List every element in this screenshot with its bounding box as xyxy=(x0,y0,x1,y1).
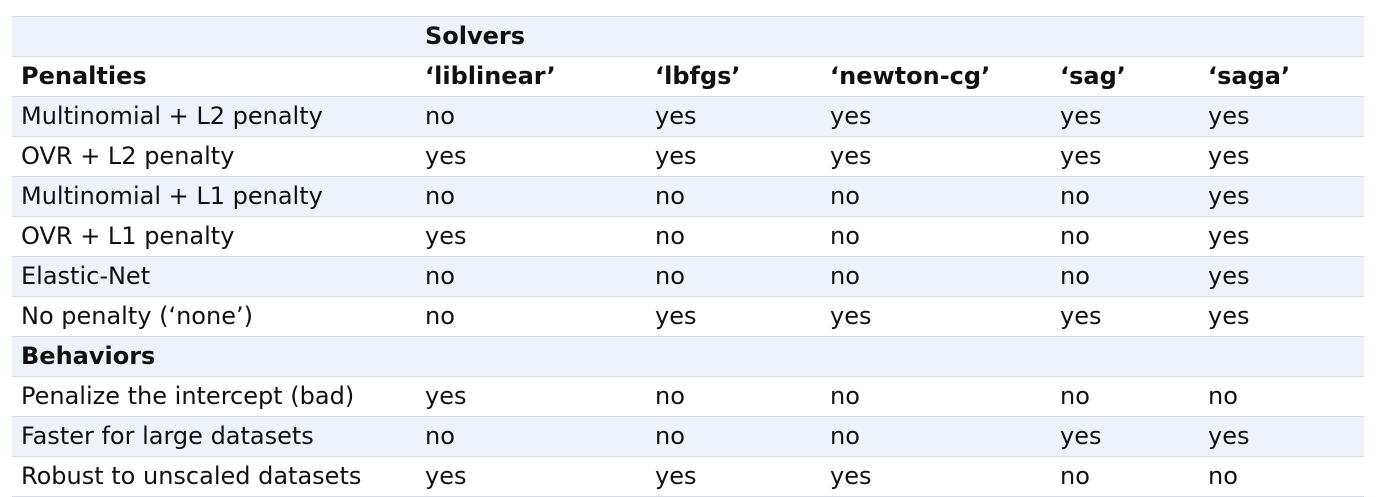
penalty-row-newton-cg-cell: no xyxy=(821,256,1051,297)
behavior-row-saga-cell: yes xyxy=(1199,416,1364,457)
behavior-row-newton-cg-cell: no xyxy=(821,416,1051,457)
behaviors-section-row: Behaviors xyxy=(12,336,1364,377)
super-header-row: Solvers xyxy=(12,16,1364,57)
penalty-row-row-label-cell: OVR + L1 penalty xyxy=(12,216,416,257)
penalty-row-saga-cell: yes xyxy=(1199,256,1364,297)
behavior-row: Robust to unscaled datasets yes yes yes no no xyxy=(12,456,1364,497)
header-row-saga-cell: ‘saga’ xyxy=(1199,56,1364,97)
super-header-row-liblinear-cell: Solvers xyxy=(416,16,646,57)
penalty-row-sag-cell: no xyxy=(1051,256,1199,297)
penalty-row-saga-cell: yes xyxy=(1199,216,1364,257)
penalty-row-newton-cg-cell: yes xyxy=(821,96,1051,137)
header-row-lbfgs-cell: ‘lbfgs’ xyxy=(646,56,821,97)
behavior-row-lbfgs-cell: yes xyxy=(646,456,821,497)
solver-comparison-table-container: Solvers Penalties ‘liblinear’ ‘lbfgs’ ‘newto… xyxy=(12,16,1364,497)
penalty-row-sag-cell: no xyxy=(1051,176,1199,217)
behavior-row-liblinear-cell: no xyxy=(416,416,646,457)
penalty-row-lbfgs-cell: yes xyxy=(646,296,821,337)
behavior-row-saga-cell: no xyxy=(1199,456,1364,497)
penalty-row-newton-cg-cell: no xyxy=(821,216,1051,257)
header-row-row-label-cell: Penalties xyxy=(12,56,416,97)
behavior-row-saga-cell: no xyxy=(1199,376,1364,417)
section-label: Behaviors xyxy=(12,336,1364,377)
behavior-row: Penalize the intercept (bad) yes no no no no xyxy=(12,376,1364,417)
penalty-row: Elastic-Net no no no no yes xyxy=(12,256,1364,297)
behavior-row-row-label-cell: Penalize the intercept (bad) xyxy=(12,376,416,417)
penalty-row-newton-cg-cell: yes xyxy=(821,296,1051,337)
penalty-row-lbfgs-cell: no xyxy=(646,176,821,217)
behavior-row-row-label-cell: Robust to unscaled datasets xyxy=(12,456,416,497)
penalty-row-liblinear-cell: no xyxy=(416,296,646,337)
penalty-row-saga-cell: yes xyxy=(1199,176,1364,217)
header-row-newton-cg-cell: ‘newton-cg’ xyxy=(821,56,1051,97)
penalty-row: OVR + L1 penalty yes no no no yes xyxy=(12,216,1364,257)
super-header-row-row-label-cell xyxy=(12,16,416,57)
behavior-row-row-label-cell: Faster for large datasets xyxy=(12,416,416,457)
penalty-row-sag-cell: yes xyxy=(1051,136,1199,177)
behavior-row-newton-cg-cell: no xyxy=(821,376,1051,417)
penalty-row-liblinear-cell: no xyxy=(416,176,646,217)
behavior-row-lbfgs-cell: no xyxy=(646,416,821,457)
super-header-row-newton-cg-cell xyxy=(821,16,1051,57)
super-header-row-lbfgs-cell xyxy=(646,16,821,57)
penalty-row-row-label-cell: Multinomial + L1 penalty xyxy=(12,176,416,217)
penalty-row-saga-cell: yes xyxy=(1199,96,1364,137)
solver-comparison-table: Solvers Penalties ‘liblinear’ ‘lbfgs’ ‘newto… xyxy=(12,16,1364,497)
penalty-row-lbfgs-cell: yes xyxy=(646,136,821,177)
penalty-row-saga-cell: yes xyxy=(1199,136,1364,177)
penalty-row-newton-cg-cell: no xyxy=(821,176,1051,217)
penalty-row-sag-cell: yes xyxy=(1051,296,1199,337)
penalty-row-lbfgs-cell: no xyxy=(646,256,821,297)
penalty-row-row-label-cell: Multinomial + L2 penalty xyxy=(12,96,416,137)
behavior-row-sag-cell: no xyxy=(1051,376,1199,417)
penalty-row-row-label-cell: OVR + L2 penalty xyxy=(12,136,416,177)
penalty-row: Multinomial + L2 penalty no yes yes yes yes xyxy=(12,96,1364,137)
behavior-row: Faster for large datasets no no no yes yes xyxy=(12,416,1364,457)
penalty-row-sag-cell: no xyxy=(1051,216,1199,257)
penalty-row-saga-cell: yes xyxy=(1199,296,1364,337)
behavior-row-sag-cell: yes xyxy=(1051,416,1199,457)
table-body: Solvers Penalties ‘liblinear’ ‘lbfgs’ ‘newto… xyxy=(12,16,1364,497)
penalty-row-sag-cell: yes xyxy=(1051,96,1199,137)
behavior-row-liblinear-cell: yes xyxy=(416,376,646,417)
penalty-row-newton-cg-cell: yes xyxy=(821,136,1051,177)
penalty-row: Multinomial + L1 penalty no no no no yes xyxy=(12,176,1364,217)
penalty-row-liblinear-cell: no xyxy=(416,256,646,297)
penalty-row-liblinear-cell: no xyxy=(416,96,646,137)
penalty-row-liblinear-cell: yes xyxy=(416,216,646,257)
behavior-row-liblinear-cell: yes xyxy=(416,456,646,497)
penalty-row: No penalty (‘none’) no yes yes yes yes xyxy=(12,296,1364,337)
penalty-row-lbfgs-cell: no xyxy=(646,216,821,257)
super-header-row-saga-cell xyxy=(1199,16,1364,57)
header-row-sag-cell: ‘sag’ xyxy=(1051,56,1199,97)
header-row-liblinear-cell: ‘liblinear’ xyxy=(416,56,646,97)
penalty-row-lbfgs-cell: yes xyxy=(646,96,821,137)
behavior-row-sag-cell: no xyxy=(1051,456,1199,497)
behavior-row-newton-cg-cell: yes xyxy=(821,456,1051,497)
penalty-row: OVR + L2 penalty yes yes yes yes yes xyxy=(12,136,1364,177)
header-row: Penalties ‘liblinear’ ‘lbfgs’ ‘newton-cg’ ‘s… xyxy=(12,56,1364,97)
behavior-row-lbfgs-cell: no xyxy=(646,376,821,417)
penalty-row-liblinear-cell: yes xyxy=(416,136,646,177)
penalty-row-row-label-cell: No penalty (‘none’) xyxy=(12,296,416,337)
super-header-row-sag-cell xyxy=(1051,16,1199,57)
penalty-row-row-label-cell: Elastic-Net xyxy=(12,256,416,297)
